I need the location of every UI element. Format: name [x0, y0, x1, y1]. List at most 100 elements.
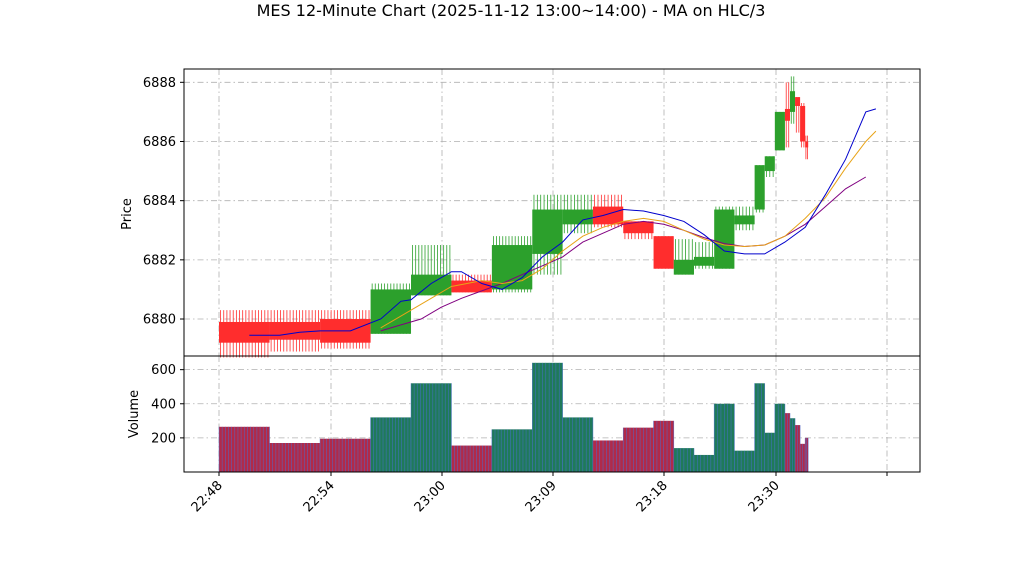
volume-bar [693, 454, 715, 472]
volume-bar [562, 417, 594, 472]
price-grid [184, 69, 920, 356]
candle-body [623, 221, 654, 234]
price-ytick-label: 6888 [143, 76, 176, 91]
moving-average-lines [249, 108, 877, 336]
ma-fast-line [249, 108, 877, 336]
candle-body [764, 156, 775, 172]
volume-ytick-label: 600 [151, 363, 176, 378]
volume-bars [218, 362, 809, 472]
candle-body [562, 209, 593, 225]
volume-bar [764, 432, 776, 472]
volume-bar [451, 445, 493, 472]
candle [370, 283, 412, 334]
chart-title: MES 12-Minute Chart (2025-11-12 13:00~14… [257, 1, 766, 20]
candle-body [805, 141, 809, 148]
candle-body [784, 108, 790, 121]
volume-bar-fill [532, 362, 563, 472]
candle [491, 236, 533, 293]
volume-bar [218, 426, 270, 472]
candle [734, 206, 755, 231]
volume-bar [370, 417, 412, 472]
candle [784, 82, 790, 148]
volume-bar [794, 425, 801, 472]
volume-ytick-label: 200 [151, 431, 176, 446]
candle [800, 103, 806, 148]
volume-bar [673, 448, 695, 472]
volume-bar [531, 362, 563, 472]
volume-panel: 200 400 600 Volume [127, 355, 921, 473]
volume-bar-fill [592, 440, 624, 472]
candle [754, 165, 765, 213]
candle [411, 245, 452, 296]
volume-bar [789, 418, 796, 472]
ma-mid-line [380, 130, 877, 329]
volume-bar [774, 403, 786, 472]
candle [219, 310, 270, 358]
volume-bar-fill [562, 417, 593, 472]
candle-body [754, 165, 765, 210]
volume-bar [319, 438, 371, 472]
volume-bar [784, 413, 791, 472]
candle-body [800, 105, 806, 142]
price-y-ticks: 6880 6882 6884 6886 6888 [143, 76, 184, 328]
price-ytick-label: 6880 [143, 313, 176, 328]
candle [789, 76, 796, 124]
price-bars [219, 76, 809, 358]
volume-bar [799, 443, 806, 472]
volume-bar [592, 440, 624, 472]
candle [562, 194, 593, 234]
volume-bar [713, 403, 735, 472]
candle-body [734, 215, 755, 225]
candle-body [774, 111, 785, 151]
candle-body [219, 321, 270, 343]
volume-bar [410, 383, 452, 472]
candle-body [592, 206, 624, 225]
candle-body [714, 209, 735, 269]
candle [592, 194, 624, 228]
price-ytick-label: 6882 [143, 253, 176, 268]
candle-body [269, 321, 321, 340]
price-ytick-label: 6886 [143, 135, 176, 150]
price-axis-label: Price [120, 198, 135, 230]
volume-bar-fill [754, 383, 765, 472]
volume-bar [491, 429, 533, 472]
volume-bar-fill [764, 432, 775, 472]
volume-bar [804, 437, 809, 472]
volume-bar [653, 420, 675, 472]
volume-bar-fill [411, 383, 452, 472]
volume-bar-fill [491, 429, 533, 472]
candle [795, 97, 801, 133]
volume-bar [269, 443, 321, 472]
candle-body [789, 91, 796, 112]
candle-body [411, 274, 452, 296]
candle-body [795, 97, 801, 106]
volume-axis-label: Volume [127, 390, 142, 438]
volume-bar-fill [623, 427, 654, 472]
candle [764, 156, 775, 177]
price-ytick-label: 6884 [143, 194, 176, 209]
volume-axes-frame [183, 355, 921, 473]
candle [805, 135, 809, 160]
volume-bar-fill [451, 445, 492, 472]
volume-bar [754, 383, 766, 472]
candle-body [693, 256, 715, 266]
candle-body [532, 209, 563, 254]
volume-bar-fill [370, 417, 412, 472]
volume-ytick-label: 400 [151, 397, 176, 412]
candle [774, 111, 785, 151]
volume-y-ticks: 200 400 600 [151, 363, 184, 446]
candle [714, 206, 735, 269]
candle-body [673, 259, 694, 275]
volume-bar [622, 427, 654, 472]
candle-body [370, 289, 412, 334]
candle-body [451, 280, 492, 293]
candle [623, 221, 654, 240]
candle-body [653, 236, 674, 269]
candle [451, 274, 492, 293]
volume-bar-fill [774, 403, 785, 472]
price-panel: 6880 6882 6884 6886 6888 Price [120, 68, 921, 358]
candle [693, 242, 715, 269]
candle [653, 236, 674, 269]
candle [673, 239, 694, 275]
